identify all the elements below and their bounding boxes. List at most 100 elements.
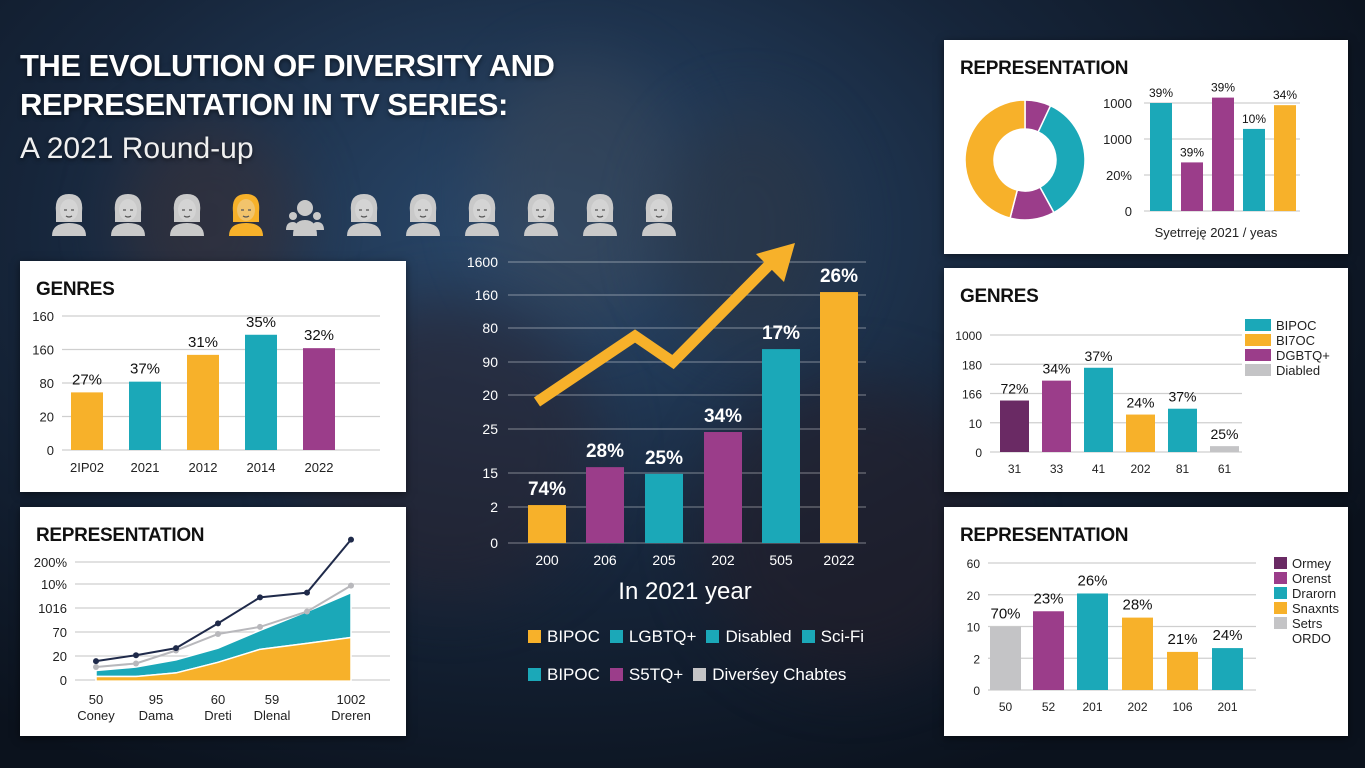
y-tick-label: 0 (60, 673, 67, 688)
legend-item: BI7OC (1245, 333, 1330, 348)
x-tick-label: 59 (265, 692, 279, 707)
legend-label: LGBTQ+ (628, 627, 697, 646)
bar (1181, 162, 1203, 211)
y-tick-label: 2 (973, 652, 980, 666)
person-icon (465, 194, 499, 236)
legend-swatch (801, 630, 815, 643)
legend-label: BIPOC (1276, 318, 1317, 333)
legend-label: S5TQ+ (628, 665, 684, 684)
legend-item: Setrs (1274, 616, 1339, 631)
x-tick-category: Dama (139, 708, 174, 723)
legend-label: DGBTQ+ (1276, 348, 1330, 363)
legend-swatch (1245, 349, 1271, 361)
x-tick-label: 1002 (337, 692, 366, 707)
bar-value-label: 72% (1000, 381, 1028, 397)
x-tick-label: 106 (1172, 700, 1192, 714)
bar (1210, 446, 1239, 452)
y-tick-label: 1016 (38, 601, 67, 616)
bar-value-label: 37% (1084, 348, 1112, 364)
donut-slice (1037, 104, 1086, 214)
bar (1168, 408, 1197, 452)
y-tick-label: 70 (53, 625, 67, 640)
legend-label: Disabled (725, 627, 792, 646)
x-tick-category: Dreti (204, 708, 232, 723)
bar (1042, 380, 1071, 452)
bar-chart: 0 20 80 160 160 27% 2IP02 37% 2021 31% 2012 35% 2014… (32, 309, 380, 475)
y-tick-label: 0 (1125, 204, 1132, 219)
page-subtitle: A 2021 Round-up (20, 132, 254, 165)
data-point (133, 660, 139, 667)
x-tick-label: 2IP02 (70, 460, 104, 475)
legend-label: BIPOC (547, 665, 600, 684)
bar (645, 473, 683, 543)
person-icon (642, 194, 676, 236)
data-point (304, 589, 310, 596)
y-tick-label: 80 (40, 376, 54, 391)
x-tick-label: 95 (149, 692, 163, 707)
title-line-1: THE EVOLUTION OF DIVERSITY AND (20, 48, 555, 83)
bar-value-label: 70% (990, 606, 1020, 623)
legend-swatch (1274, 587, 1287, 599)
y-tick-label: 200% (34, 555, 68, 570)
y-tick-label: 60 (967, 557, 981, 571)
bar-chart: 0 2 10 20 60 70% 50 23% 52 26% 201 28% 202 21% 106 24% 2… (967, 557, 1256, 714)
center-chart-xlabel: In 2021 year (618, 578, 752, 605)
person-icon (52, 194, 86, 236)
legend-label: Orenst (1292, 571, 1332, 586)
bar-value-label: 10% (1242, 112, 1266, 126)
y-tick-label: 160 (475, 287, 499, 303)
x-tick-label: 201 (1082, 700, 1102, 714)
legend-swatch (528, 668, 541, 681)
legend-item: BIPOC (528, 665, 600, 685)
x-tick-label: 205 (652, 552, 676, 568)
area-series (95, 636, 352, 682)
bar (1167, 651, 1198, 690)
legend-label: Drarorn (1292, 586, 1337, 601)
x-tick-label: 50 (999, 700, 1013, 714)
x-tick-label: 60 (211, 692, 225, 707)
bar (1212, 648, 1243, 690)
y-tick-label: 20 (40, 410, 54, 425)
bar (129, 381, 161, 450)
person-icon (170, 194, 204, 236)
legend-label: Snaxnts (1292, 601, 1339, 616)
x-axis-label: Syetrrеję 2021 / yeas (1155, 225, 1278, 240)
legend-swatch (693, 668, 707, 681)
panel-title: REPRESENTATION (960, 58, 1129, 79)
y-tick-label: 166 (962, 388, 982, 402)
data-point (348, 536, 354, 543)
legend-item: ORDO (1274, 631, 1339, 646)
legend-item: Ormey (1274, 556, 1339, 571)
x-tick-label: 81 (1176, 462, 1190, 476)
y-tick-label: 0 (47, 443, 54, 458)
x-tick-category: Dlenal (254, 708, 291, 723)
legend-item: Drarorn (1274, 586, 1339, 601)
x-tick-category: Dreren (331, 708, 371, 723)
y-tick-label: 1000 (955, 329, 982, 343)
bar-value-label: 27% (72, 371, 102, 388)
person-icon (111, 194, 145, 236)
bar-value-label: 23% (1033, 590, 1063, 607)
bar (1000, 400, 1029, 452)
bar-value-label: 28% (1122, 597, 1152, 614)
data-point (348, 582, 354, 589)
bar-value-label: 35% (246, 314, 276, 331)
legend-item: Sci-Fi (801, 627, 864, 647)
x-tick-label: 50 (89, 692, 103, 707)
data-point (93, 664, 99, 671)
person-icons-row (50, 192, 678, 236)
bar-value-label: 31% (188, 334, 218, 351)
x-tick-label: 52 (1042, 700, 1056, 714)
legend-label: Diverśey Chabtes (712, 665, 847, 684)
x-tick-label: 2022 (305, 460, 334, 475)
x-tick-label: 202 (1127, 700, 1147, 714)
legend-item: DGBTQ+ (1245, 348, 1330, 363)
person-icon (347, 194, 381, 236)
x-tick-label: 206 (593, 552, 617, 568)
x-tick-category: Coney (77, 708, 115, 723)
center-legend-row-2: BIPOC S5TQ+ Diverśey Chabtes (528, 665, 846, 685)
x-tick-label: 2014 (247, 460, 276, 475)
bar-value-label: 34% (704, 406, 742, 427)
bar (1212, 97, 1234, 211)
legend: Ormey Orenst Drarorn Snaxnts Setrs ORDO (1274, 556, 1339, 646)
